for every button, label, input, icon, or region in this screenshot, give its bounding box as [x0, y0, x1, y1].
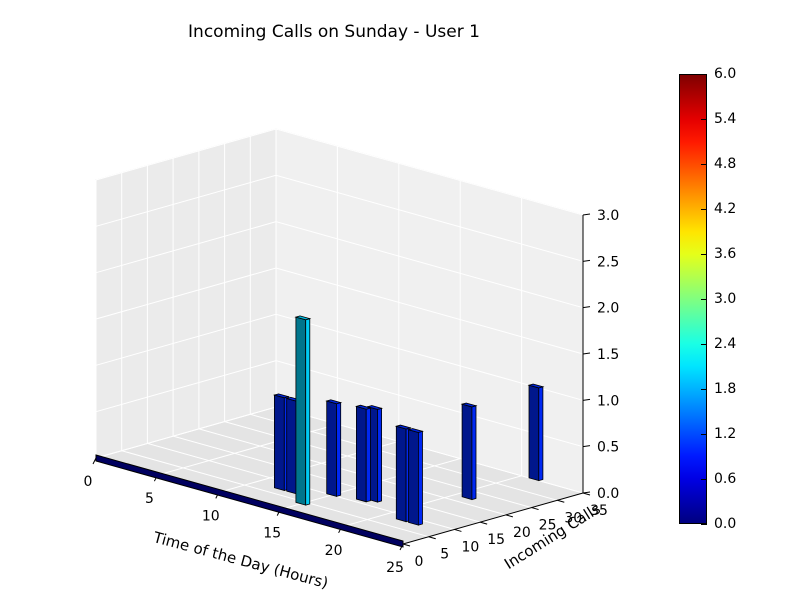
y-tick-label: 10: [462, 539, 480, 555]
x-tick-label: 25: [386, 560, 404, 576]
y-tick: [454, 528, 462, 532]
grid-line-z: [95, 267, 584, 355]
bar: [407, 428, 424, 526]
grid-line-z: [95, 221, 584, 309]
bar-side-face: [365, 407, 371, 503]
z-tick: [582, 445, 591, 448]
x-tick-label: 20: [325, 543, 343, 559]
bar-side-face: [538, 386, 544, 482]
z-tick: [582, 306, 591, 309]
bar-top-face: [460, 402, 478, 408]
bar-top-face: [527, 383, 545, 389]
grid-line-z: [95, 174, 584, 262]
bar-front-face: [408, 429, 419, 526]
z-tick-label: 1.0: [597, 393, 619, 409]
bar-side-face: [377, 407, 383, 503]
y-tick: [557, 499, 565, 503]
y-tick: [531, 507, 539, 511]
x-tick-label: 5: [145, 491, 154, 507]
z-tick: [582, 259, 591, 262]
bar-top-face: [272, 393, 290, 399]
z-tick: [582, 213, 591, 216]
bar: [325, 399, 343, 497]
y-tick: [505, 514, 513, 518]
bar-top-face: [407, 428, 424, 433]
y-tick-label: 30: [564, 510, 582, 526]
bar-front-face: [273, 394, 285, 492]
bar: [460, 402, 478, 501]
z-tick-label: 0.5: [597, 440, 619, 456]
z-tick-label: 0.0: [597, 486, 619, 502]
z-tick: [582, 352, 591, 355]
chart-title: Incoming Calls on Sunday - User 1: [188, 22, 480, 42]
bar-side-face: [305, 318, 311, 506]
x-tick-label: 15: [263, 526, 281, 542]
y-tick: [480, 521, 488, 525]
z-tick-label: 2.0: [597, 301, 619, 317]
y-tick: [428, 536, 436, 540]
y-tick: [402, 543, 411, 547]
grid-line-z: [95, 360, 584, 448]
z-tick-label: 2.5: [597, 254, 619, 270]
z-tick-label: 3.0: [597, 208, 619, 224]
z-tick-label: 1.5: [597, 347, 619, 363]
bar-front-face: [355, 405, 367, 503]
x-tick-label: 0: [84, 474, 93, 490]
bar: [527, 383, 545, 482]
bar-side-face: [417, 430, 423, 526]
bar-front-face: [461, 403, 473, 501]
bar-front-face: [395, 425, 407, 523]
colorbar: [679, 74, 707, 524]
bar-front-face: [295, 316, 307, 506]
y-tick-label: 25: [539, 518, 557, 534]
bar-side-face: [471, 405, 477, 501]
bar-top-face: [354, 404, 372, 410]
y-tick-label: 0: [415, 554, 424, 570]
bar-side-face: [336, 402, 342, 497]
bar-front-face: [326, 400, 337, 497]
y-tick-label: 35: [590, 503, 608, 519]
bar-top-face: [294, 315, 312, 321]
bar-top-face: [325, 399, 343, 405]
bar-top-face: [366, 405, 384, 410]
y-tick-label: 20: [513, 525, 531, 541]
z-tick: [582, 398, 591, 401]
y-tick-label: 5: [440, 547, 449, 563]
bar-top-face: [394, 424, 412, 430]
grid-line-z: [95, 128, 584, 216]
bar-front-face: [286, 397, 298, 495]
grid-line-z: [95, 313, 584, 401]
z-tick: [582, 491, 591, 494]
y-tick-label: 15: [487, 532, 505, 548]
baseline-strip: [95, 454, 404, 548]
bar-front-face: [528, 384, 540, 482]
x-tick-label: 10: [202, 508, 220, 524]
y-axis-line: [402, 492, 584, 545]
bar: [272, 393, 290, 492]
x-axis-label: Time of the Day (Hours): [151, 528, 331, 592]
bar: [294, 315, 312, 506]
bar: [354, 404, 372, 503]
